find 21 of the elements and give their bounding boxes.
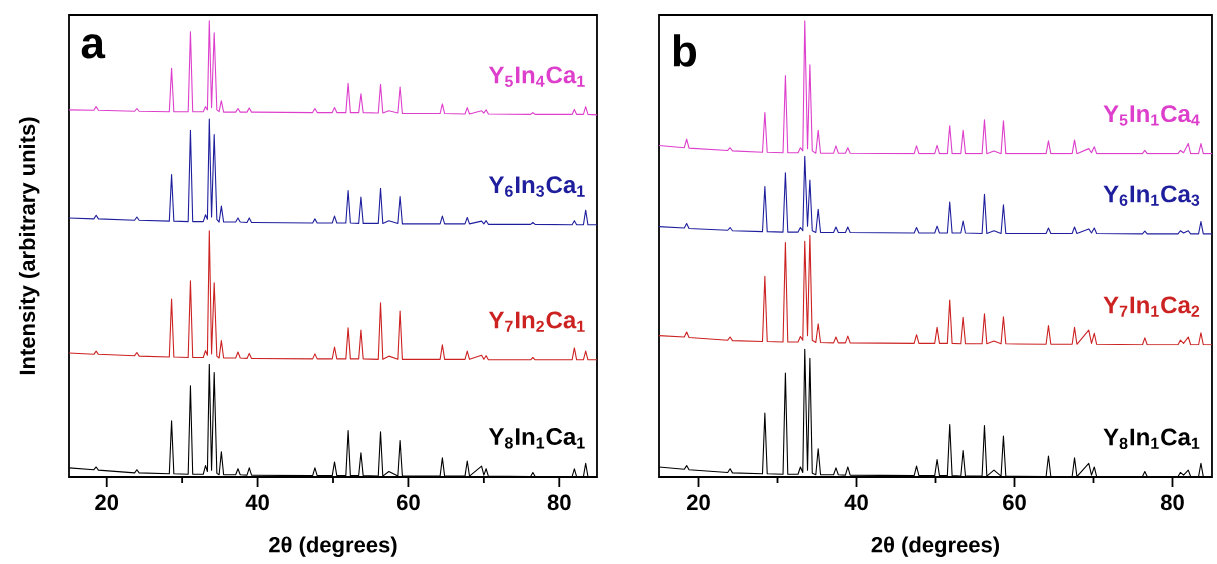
series-label: Y$_{8}$In$_{1}$Ca$_{1}$ — [488, 428, 585, 449]
series-label: Y$_{7}$In$_{2}$Ca$_{1}$ — [488, 311, 585, 332]
x-tick-label: 40 — [844, 494, 868, 511]
series-label: Y$_{7}$In$_{1}$Ca$_{2}$ — [1103, 296, 1200, 317]
x-tick-label: 80 — [547, 494, 571, 511]
x-tick-label: 40 — [245, 494, 269, 511]
series-label: Y$_{6}$In$_{3}$Ca$_{1}$ — [488, 176, 585, 197]
x-tick-label: 20 — [687, 494, 710, 511]
x-tick-label: 80 — [1160, 494, 1184, 511]
y-axis-title: Intensity (arbitrary units) — [18, 117, 40, 375]
series-label: Y$_{8}$In$_{1}$Ca$_{1}$ — [1103, 428, 1200, 450]
series-label: Y$_{6}$In$_{1}$Ca$_{3}$ — [1103, 185, 1200, 207]
x-tick-label: 20 — [95, 494, 119, 511]
x-tick-label: 60 — [397, 494, 420, 511]
series-label: Y$_{5}$In$_{1}$Ca$_{4}$ — [1103, 105, 1200, 126]
x-tick-label: 60 — [1003, 494, 1026, 511]
x-axis-title: 2θ (degrees) — [269, 536, 397, 558]
chart-title: a — [81, 34, 106, 59]
series-label: Y$_{5}$In$_{4}$Ca$_{1}$ — [488, 66, 585, 88]
chart-title: b — [673, 34, 697, 67]
x-axis-title: 2θ (degrees) — [871, 536, 1000, 558]
